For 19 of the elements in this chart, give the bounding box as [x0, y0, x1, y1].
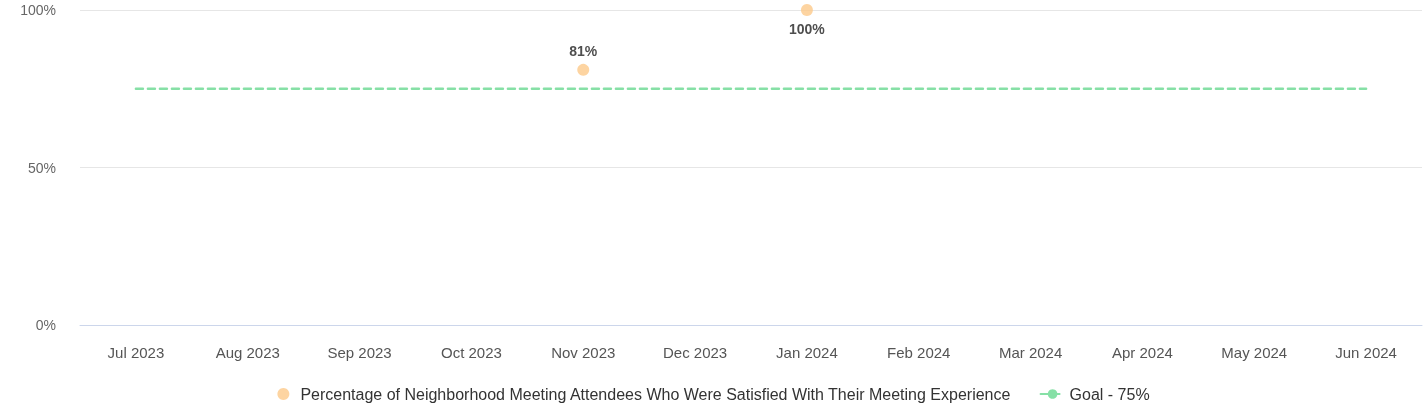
x-tick-label: Dec 2023 [662, 344, 728, 361]
y-tick-label: 0% [35, 317, 56, 333]
x-tick-label: Oct 2023 [440, 344, 502, 361]
y-tick-label: 100% [20, 2, 56, 18]
data-label: 81% [569, 42, 598, 59]
y-tick-label: 50% [27, 159, 56, 176]
x-tick-label: May 2024 [1221, 344, 1288, 361]
x-tick-label: Apr 2024 [1111, 344, 1173, 361]
x-tick-label: Mar 2024 [998, 344, 1063, 361]
legend-label: Percentage of Neighborhood Meeting Attendees Who Were Satisfied With Their Meeting Experience [300, 385, 1011, 403]
legend-label: Goal - 75% [1069, 385, 1150, 403]
x-tick-label: Jun 2024 [1335, 344, 1397, 361]
data-label: 100% [789, 21, 826, 37]
x-tick-label: Aug 2023 [215, 344, 280, 361]
x-tick-label: Jul 2023 [107, 344, 165, 361]
x-tick-label: Jan 2024 [776, 344, 838, 361]
x-tick-label: Nov 2023 [551, 344, 616, 361]
x-tick-label: Sep 2023 [327, 344, 392, 361]
x-tick-label: Feb 2024 [887, 344, 951, 361]
